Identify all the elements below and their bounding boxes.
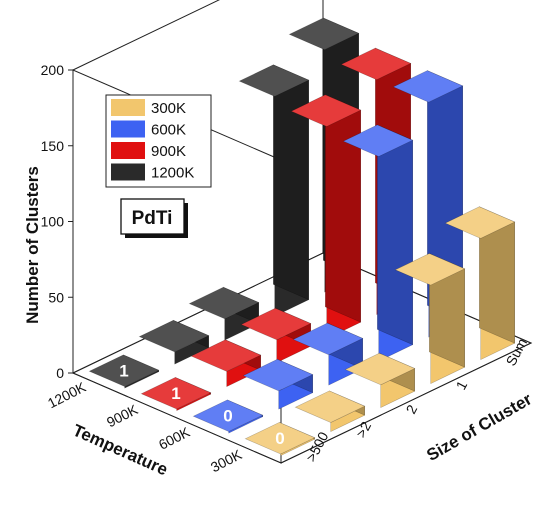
size-axis-title: Size of Cluster (423, 389, 535, 465)
bar-300K-Sum (444, 206, 516, 361)
z-tick-label: 50 (48, 289, 64, 305)
legend-swatch-600K (111, 120, 145, 138)
z-tick-label: 150 (41, 138, 65, 154)
bar-top-face (88, 354, 160, 387)
bar-top-face (290, 94, 362, 127)
bar-600K-2 (292, 322, 364, 386)
size-tick-label: >2 (353, 419, 375, 441)
temperature-tick-label: 600K (156, 423, 193, 452)
temperature-axis-title: Temperature (70, 421, 171, 480)
bar-top-face (190, 339, 262, 372)
bar-top-face (138, 319, 210, 353)
bar-300K-1 (394, 253, 466, 385)
bar-top-face (292, 322, 364, 356)
legend-label-1200K: 1200K (151, 165, 194, 182)
bar-top-face (192, 399, 264, 432)
legend-label-900K: 900K (151, 143, 186, 160)
temperature-tick-label: 300K (208, 446, 245, 475)
legend-label-600K: 600K (151, 122, 186, 139)
bar-900K->500 (140, 376, 212, 412)
bar-top-face (394, 253, 466, 286)
bar-value-label: 0 (223, 407, 232, 426)
z-tick-label: 100 (41, 214, 65, 230)
legend-swatch-1200K (111, 163, 145, 181)
bar-300K-2 (344, 352, 416, 409)
bar-value-label: 1 (171, 384, 180, 403)
bar-top-face (188, 286, 260, 320)
bar-1200K-2 (188, 286, 260, 341)
temperature-tick-label: 1200K (45, 378, 89, 411)
z-tick-label: 200 (41, 62, 65, 78)
bar-top-face (140, 377, 212, 410)
bar-top-face (240, 307, 312, 341)
bar-600K->2 (242, 358, 314, 410)
bar-900K->2 (190, 339, 262, 388)
bar-1200K->500 (88, 354, 160, 389)
bar-300K->2 (294, 390, 366, 433)
size-tick-label: 2 (403, 402, 421, 417)
bar-side-face (272, 64, 310, 301)
bars-layer: 1 1 0 0 (88, 17, 516, 457)
alloy-tag-box (120, 198, 185, 235)
size-tick-label: 1 (453, 378, 471, 393)
bar-top-face (294, 390, 366, 423)
bar-top-face (244, 422, 316, 455)
bar-top-face (392, 70, 464, 103)
z-axis-title: Number of Clusters (23, 166, 42, 324)
legend: 300K 600K 900K 1200K (105, 94, 212, 188)
alloy-tag: PdTi (120, 198, 188, 238)
bar-top-face (242, 358, 314, 392)
bar-top-face (444, 206, 516, 239)
bar-300K->500 (244, 421, 316, 457)
bar-top-face (238, 64, 310, 97)
bar-top-face (288, 17, 360, 51)
legend-swatch-300K (111, 99, 145, 116)
bar-600K-1 (342, 124, 414, 362)
bar-top-face (344, 352, 416, 386)
bar-value-label: 0 (275, 429, 284, 448)
temperature-tick-label: 900K (104, 401, 141, 430)
alloy-tag-text: PdTi (132, 208, 173, 229)
bar-1200K-1 (238, 64, 310, 317)
bar-900K-1 (290, 94, 362, 340)
bar-top-face (342, 124, 414, 157)
bar-600K->500 (192, 399, 264, 434)
legend-swatch-900K (111, 142, 145, 159)
bar-value-label: 1 (119, 362, 128, 381)
legend-label-300K: 300K (151, 100, 186, 117)
bar-side-face (376, 124, 414, 346)
z-tick-label: 0 (56, 365, 64, 381)
bar-1200K->2 (138, 319, 210, 365)
bar-top-face (340, 47, 412, 81)
bar-side-face (324, 94, 362, 323)
